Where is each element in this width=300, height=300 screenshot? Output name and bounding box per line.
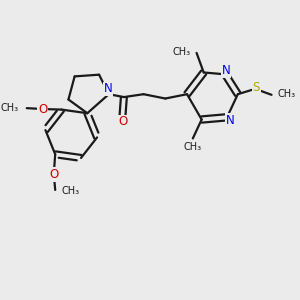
Text: O: O [38,103,47,116]
Text: CH₃: CH₃ [278,89,296,99]
Text: CH₃: CH₃ [1,103,19,112]
Text: N: N [222,64,230,77]
Text: O: O [118,116,127,128]
Text: CH₃: CH₃ [172,47,190,57]
Text: S: S [253,81,260,94]
Text: N: N [103,82,112,95]
Text: CH₃: CH₃ [61,186,80,196]
Text: CH₃: CH₃ [184,142,202,152]
Text: O: O [50,168,59,181]
Text: N: N [226,114,234,127]
